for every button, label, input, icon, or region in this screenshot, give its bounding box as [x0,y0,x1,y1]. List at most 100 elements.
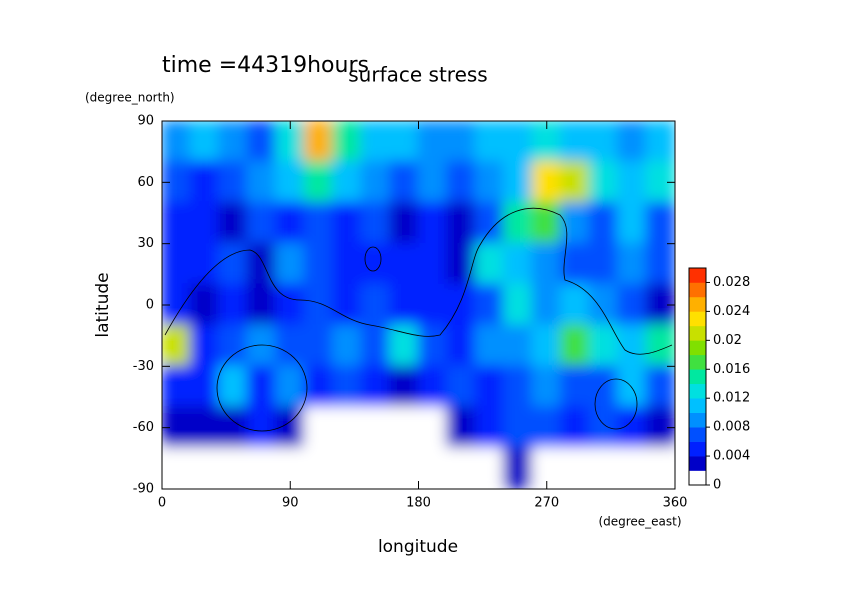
cell [303,242,334,286]
cell [218,447,249,489]
cell [503,324,534,368]
cell [189,365,220,409]
coastline [164,207,673,355]
cell [417,365,448,409]
cell [218,201,249,245]
cell [360,447,391,489]
cell [189,121,220,163]
colorbar-tick-label: 0 [713,478,721,493]
cell [588,121,619,163]
cell [389,447,420,489]
cell [275,324,306,368]
cell [417,283,448,327]
cell [474,160,505,204]
colorbar-swatch [689,412,706,428]
cell [303,365,334,409]
cell [617,283,648,327]
cell [645,447,675,489]
cell [417,201,448,245]
cell [446,242,477,286]
cell [389,406,420,450]
cell [360,324,391,368]
cell [446,160,477,204]
cell [617,365,648,409]
colorbar-tick-label: 0.012 [713,391,750,406]
cell [560,365,591,409]
x-tick-label: 0 [158,496,166,511]
cell [303,160,334,204]
cell [389,283,420,327]
coastline [216,344,308,432]
cell [560,201,591,245]
cell [162,324,192,368]
colorbar-swatch [689,311,706,327]
cell [332,447,363,489]
cell [560,160,591,204]
x-axis-title: longitude [378,537,458,557]
cells [162,121,675,489]
cell [503,283,534,327]
cell [218,242,249,286]
cell [531,242,562,286]
cell [531,365,562,409]
cell [389,365,420,409]
cell [417,406,448,450]
cell [332,201,363,245]
cell [162,121,192,163]
cell [360,121,391,163]
cell [246,160,277,204]
cell [588,406,619,450]
cell [446,365,477,409]
cell [332,242,363,286]
cell [588,324,619,368]
x-tick-label: 90 [282,496,299,511]
cell [503,242,534,286]
cell [189,324,220,368]
y-tick-label: 30 [137,236,154,251]
cell [617,406,648,450]
cell [389,160,420,204]
cell [474,365,505,409]
cell [332,283,363,327]
cell [303,447,334,489]
cell [218,283,249,327]
colorbar-swatch [689,456,706,471]
cell [446,121,477,163]
cell [275,160,306,204]
cell [303,406,334,450]
cell [360,406,391,450]
y-tick-label: -30 [133,359,154,374]
x-tick-label: 180 [406,496,431,511]
cell [275,201,306,245]
cell [218,121,249,163]
cell [275,365,306,409]
cell [503,121,534,163]
colorbar-swatch [689,427,706,442]
cell [417,121,448,163]
cell [645,201,675,245]
cell [503,201,534,245]
cell [531,283,562,327]
cell [360,283,391,327]
cell [189,283,220,327]
cell [531,201,562,245]
cell [588,365,619,409]
cell [332,160,363,204]
subtitle: time =44319hours [162,53,369,78]
cell [303,324,334,368]
cell [617,324,648,368]
cell [531,324,562,368]
colorbar-swatch [689,369,706,385]
cell [617,201,648,245]
cell [189,406,220,450]
colorbar-frame [688,267,707,486]
cell [446,447,477,489]
cell [503,447,534,489]
cell [275,283,306,327]
cell [588,447,619,489]
cell [189,242,220,286]
cell [560,242,591,286]
cell [389,121,420,163]
colorbar-swatch [689,268,706,283]
